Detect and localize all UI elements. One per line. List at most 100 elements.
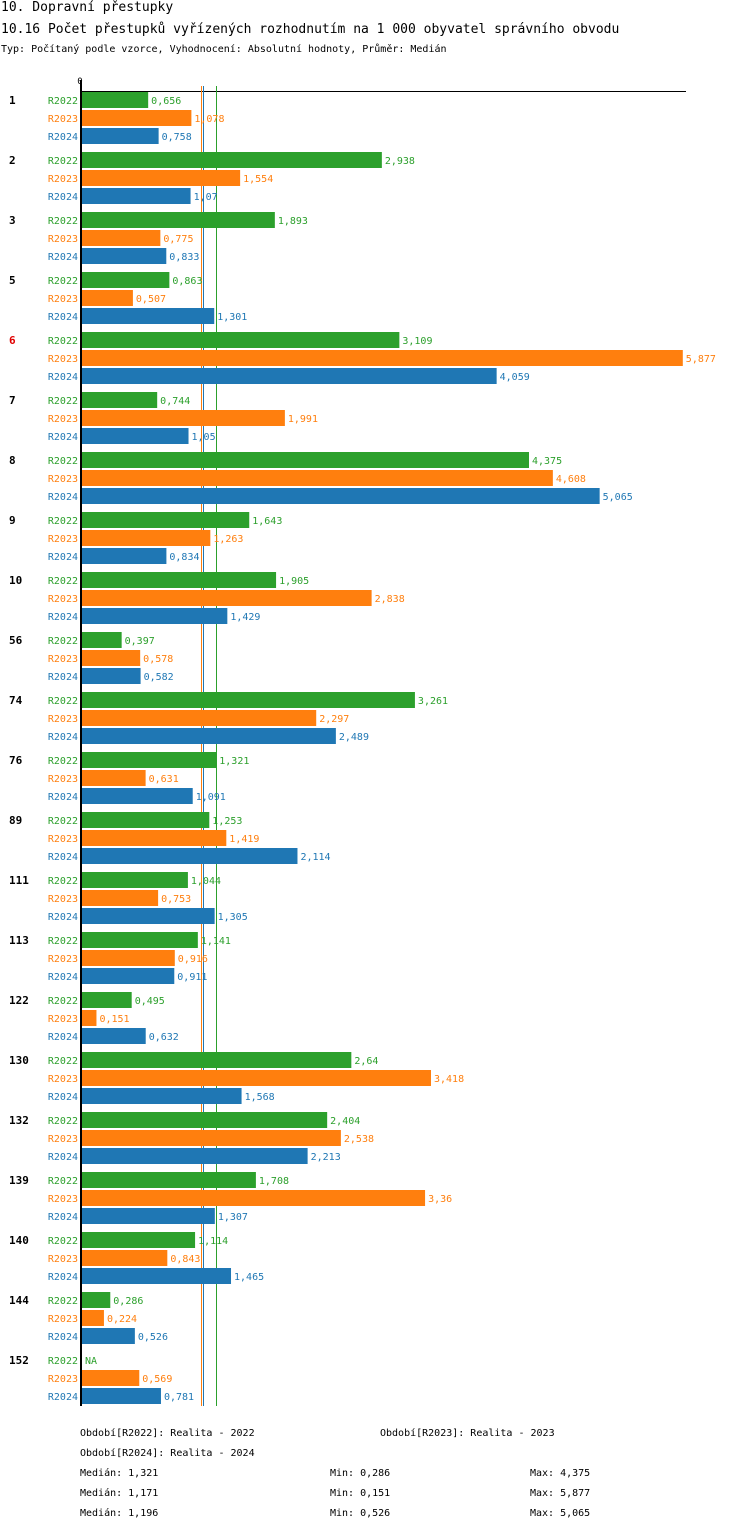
- series-label: R2024: [48, 1152, 78, 1163]
- series-label: R2024: [48, 852, 78, 863]
- series-label: R2022: [48, 216, 78, 227]
- bar: [81, 1130, 341, 1146]
- data-label: 0,758: [162, 132, 192, 143]
- bar: [81, 332, 400, 348]
- series-label: R2024: [48, 672, 78, 683]
- bar: [81, 512, 250, 528]
- bar: [81, 1388, 161, 1404]
- data-label: 1,091: [196, 792, 226, 803]
- series-label: R2023: [48, 414, 78, 425]
- data-label: 0,863: [172, 276, 202, 287]
- data-label: 1,05: [192, 432, 216, 443]
- bar: [81, 548, 167, 564]
- category-label: 132: [9, 1114, 29, 1127]
- median-r2024: Medián: 1,196: [80, 1508, 159, 1519]
- series-label: R2024: [48, 372, 78, 383]
- bar: [81, 368, 497, 384]
- series-label: R2022: [48, 636, 78, 647]
- data-label: 0,397: [125, 636, 155, 647]
- category-label: 140: [9, 1234, 29, 1247]
- data-label: 1,429: [230, 612, 260, 623]
- series-label: R2024: [48, 192, 78, 203]
- series-label: R2024: [48, 1212, 78, 1223]
- bar: [81, 452, 529, 468]
- data-label: 2,64: [354, 1056, 378, 1067]
- bar: [81, 932, 198, 948]
- category-label: 122: [9, 994, 29, 1007]
- series-label: R2022: [48, 996, 78, 1007]
- bar: [81, 1112, 328, 1128]
- section-title: 10. Dopravní přestupky: [1, 0, 174, 15]
- bar: [81, 1370, 140, 1386]
- category-label: 113: [9, 934, 29, 947]
- bar: [81, 812, 210, 828]
- data-label: 0,631: [149, 774, 179, 785]
- category-label: 130: [9, 1054, 29, 1067]
- series-label: R2024: [48, 492, 78, 503]
- category-label: 139: [9, 1174, 29, 1187]
- data-label: 0,834: [169, 552, 199, 563]
- data-label: 0,495: [135, 996, 165, 1007]
- series-label: R2024: [48, 552, 78, 563]
- data-label: 0,582: [144, 672, 174, 683]
- category-label: 144: [9, 1294, 29, 1307]
- data-label: NA: [85, 1356, 97, 1367]
- category-label: 9: [9, 514, 16, 527]
- series-label: R2023: [48, 954, 78, 965]
- bar: [81, 470, 553, 486]
- series-label: R2023: [48, 174, 78, 185]
- series-label: R2022: [48, 336, 78, 347]
- max-r2022: Max: 4,375: [530, 1468, 591, 1479]
- bar: [81, 992, 132, 1008]
- category-label: 8: [9, 454, 16, 467]
- bar: [81, 308, 215, 324]
- bar: [81, 188, 191, 204]
- series-label: R2024: [48, 1392, 78, 1403]
- series-label: R2023: [48, 714, 78, 725]
- bar: [81, 890, 159, 906]
- bar: [81, 128, 159, 144]
- data-label: 0,744: [160, 396, 190, 407]
- series-label: R2023: [48, 1314, 78, 1325]
- data-label: 2,538: [344, 1134, 374, 1145]
- data-label: 1,263: [213, 534, 243, 545]
- series-label: R2024: [48, 912, 78, 923]
- data-label: 2,838: [375, 594, 405, 605]
- series-label: R2024: [48, 312, 78, 323]
- data-label: 0,781: [164, 1392, 194, 1403]
- legend-r2023: Období[R2023]: Realita - 2023: [380, 1428, 555, 1439]
- legend-r2022: Období[R2022]: Realita - 2022: [80, 1428, 255, 1439]
- series-label: R2022: [48, 1356, 78, 1367]
- series-label: R2023: [48, 1074, 78, 1085]
- series-label: R2023: [48, 834, 78, 845]
- series-label: R2024: [48, 732, 78, 743]
- series-label: R2024: [48, 1092, 78, 1103]
- bar: [81, 212, 275, 228]
- data-label: 0,578: [143, 654, 173, 665]
- data-label: 1,905: [279, 576, 309, 587]
- data-label: 1,305: [218, 912, 248, 923]
- bar: [81, 1172, 256, 1188]
- median-r2023: Medián: 1,171: [80, 1488, 159, 1499]
- bar: [81, 1268, 232, 1284]
- bar: [81, 1190, 426, 1206]
- series-label: R2023: [48, 114, 78, 125]
- data-label: 2,489: [339, 732, 369, 743]
- series-label: R2022: [48, 816, 78, 827]
- series-label: R2024: [48, 432, 78, 443]
- category-label: 3: [9, 214, 16, 227]
- bar: [81, 1208, 215, 1224]
- bar: [81, 92, 149, 108]
- series-label: R2023: [48, 234, 78, 245]
- series-label: R2023: [48, 474, 78, 485]
- bar: [81, 1070, 432, 1086]
- category-label: 152: [9, 1354, 29, 1367]
- bar: [81, 428, 189, 444]
- series-label: R2023: [48, 1254, 78, 1265]
- series-label: R2024: [48, 1272, 78, 1283]
- series-label: R2024: [48, 1332, 78, 1343]
- series-label: R2022: [48, 156, 78, 167]
- bar: [81, 788, 193, 804]
- series-label: R2023: [48, 534, 78, 545]
